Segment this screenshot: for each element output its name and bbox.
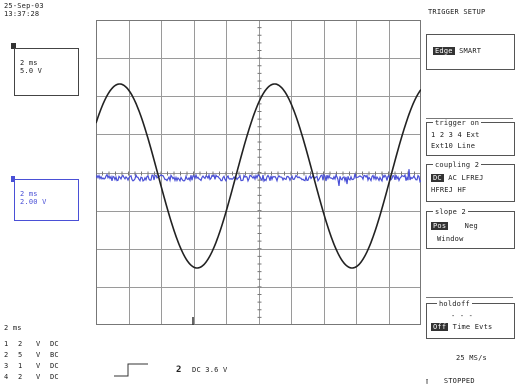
channel-number: 4: [4, 373, 9, 381]
graticule: [96, 20, 421, 325]
channel-volts: 2: [18, 373, 23, 381]
trigger-edge-icon: [114, 363, 148, 377]
menu-title: TRIGGER SETUP: [428, 8, 486, 16]
channel-unit: V: [36, 362, 41, 370]
trigger-markers: [192, 317, 194, 325]
channel-coupling: DC: [50, 373, 59, 381]
slope-other: Neg: [464, 222, 478, 230]
slope-row2: Window: [437, 235, 464, 243]
status-row: ▯ STOPPED: [425, 377, 475, 385]
holdoff-selected: Off: [431, 323, 449, 331]
ch2-indicator: [11, 176, 15, 182]
channel-number: 1: [4, 340, 9, 348]
channel-coupling: DC: [50, 340, 59, 348]
ch1-indicator: [11, 43, 16, 49]
coupling-button[interactable]: coupling 2 DC AC LFREJ HFREJ HF: [426, 161, 515, 202]
bottom-timebase: 2 ms: [4, 324, 22, 332]
ch1-info-box[interactable]: 2 ms 5.0 V: [14, 48, 79, 96]
ch2-timebase: 2 ms: [20, 190, 38, 198]
slope-selected: Pos: [431, 222, 449, 230]
trigger-mode-button[interactable]: Edge SMART: [426, 34, 515, 70]
ch2-info-box[interactable]: 2 ms 2.00 V: [14, 179, 79, 221]
trigger-on-label: trigger on: [433, 119, 482, 127]
trigger-channel: 2: [176, 365, 182, 375]
slope-channel: 2: [461, 208, 466, 216]
channel-unit: V: [36, 340, 41, 348]
coupling-label: coupling: [435, 161, 471, 169]
channel-number: 2: [4, 351, 9, 359]
coupling-selected: DC: [431, 174, 444, 182]
slope-button[interactable]: slope 2 Pos Neg Window: [426, 208, 515, 249]
channel-volts: 2: [18, 340, 23, 348]
trigger-summary: 2 DC 3.6 V: [176, 365, 228, 375]
status-label: STOPPED: [443, 377, 475, 385]
coupling-row2: HFREJ HF: [431, 186, 467, 194]
time-label: 13:37:28: [4, 10, 40, 18]
sample-rate: 25 MS/s: [456, 354, 487, 362]
mode-smart: SMART: [459, 47, 482, 55]
mode-edge: Edge: [433, 47, 455, 55]
channel-coupling: DC: [50, 362, 59, 370]
channel-unit: V: [36, 373, 41, 381]
ch2-scale: 2.00 V: [20, 198, 47, 206]
timestamp: 25-Sep-03 13:37:28: [4, 2, 44, 18]
graticule-border: [96, 20, 421, 325]
channel-volts: 1: [18, 362, 23, 370]
ch1-waveform: [96, 83, 421, 269]
channel-number: 3: [4, 362, 9, 370]
trigger-info: DC 3.6 V: [192, 366, 228, 374]
oscilloscope-display: [96, 20, 421, 325]
channel-volts: 5: [18, 351, 23, 359]
date-label: 25-Sep-03: [4, 2, 44, 10]
holdoff-dashes: - - -: [451, 312, 474, 320]
status-indicator-icon: ▯: [425, 377, 430, 385]
holdoff-label: holdoff: [437, 300, 472, 308]
slope-label: slope: [435, 208, 458, 216]
coupling-channel: 2: [474, 161, 480, 169]
channel-coupling: BC: [50, 351, 59, 359]
ch1-scale: 5.0 V: [20, 67, 43, 75]
trigger-on-sources: 1 2 3 4 Ext: [431, 131, 480, 139]
holdoff-other: Time Evts: [452, 323, 493, 331]
axis-ticks: [96, 20, 421, 325]
ch1-timebase: 2 ms: [20, 59, 38, 67]
holdoff-button[interactable]: holdoff - - - Off Time Evts: [426, 300, 515, 339]
trigger-on-button[interactable]: trigger on 1 2 3 4 Ext Ext10 Line: [426, 119, 515, 156]
coupling-row1: AC LFREJ: [448, 174, 484, 182]
ch2-waveform: [96, 169, 421, 186]
trigger-on-extra: Ext10 Line: [431, 142, 476, 150]
channel-unit: V: [36, 351, 41, 359]
